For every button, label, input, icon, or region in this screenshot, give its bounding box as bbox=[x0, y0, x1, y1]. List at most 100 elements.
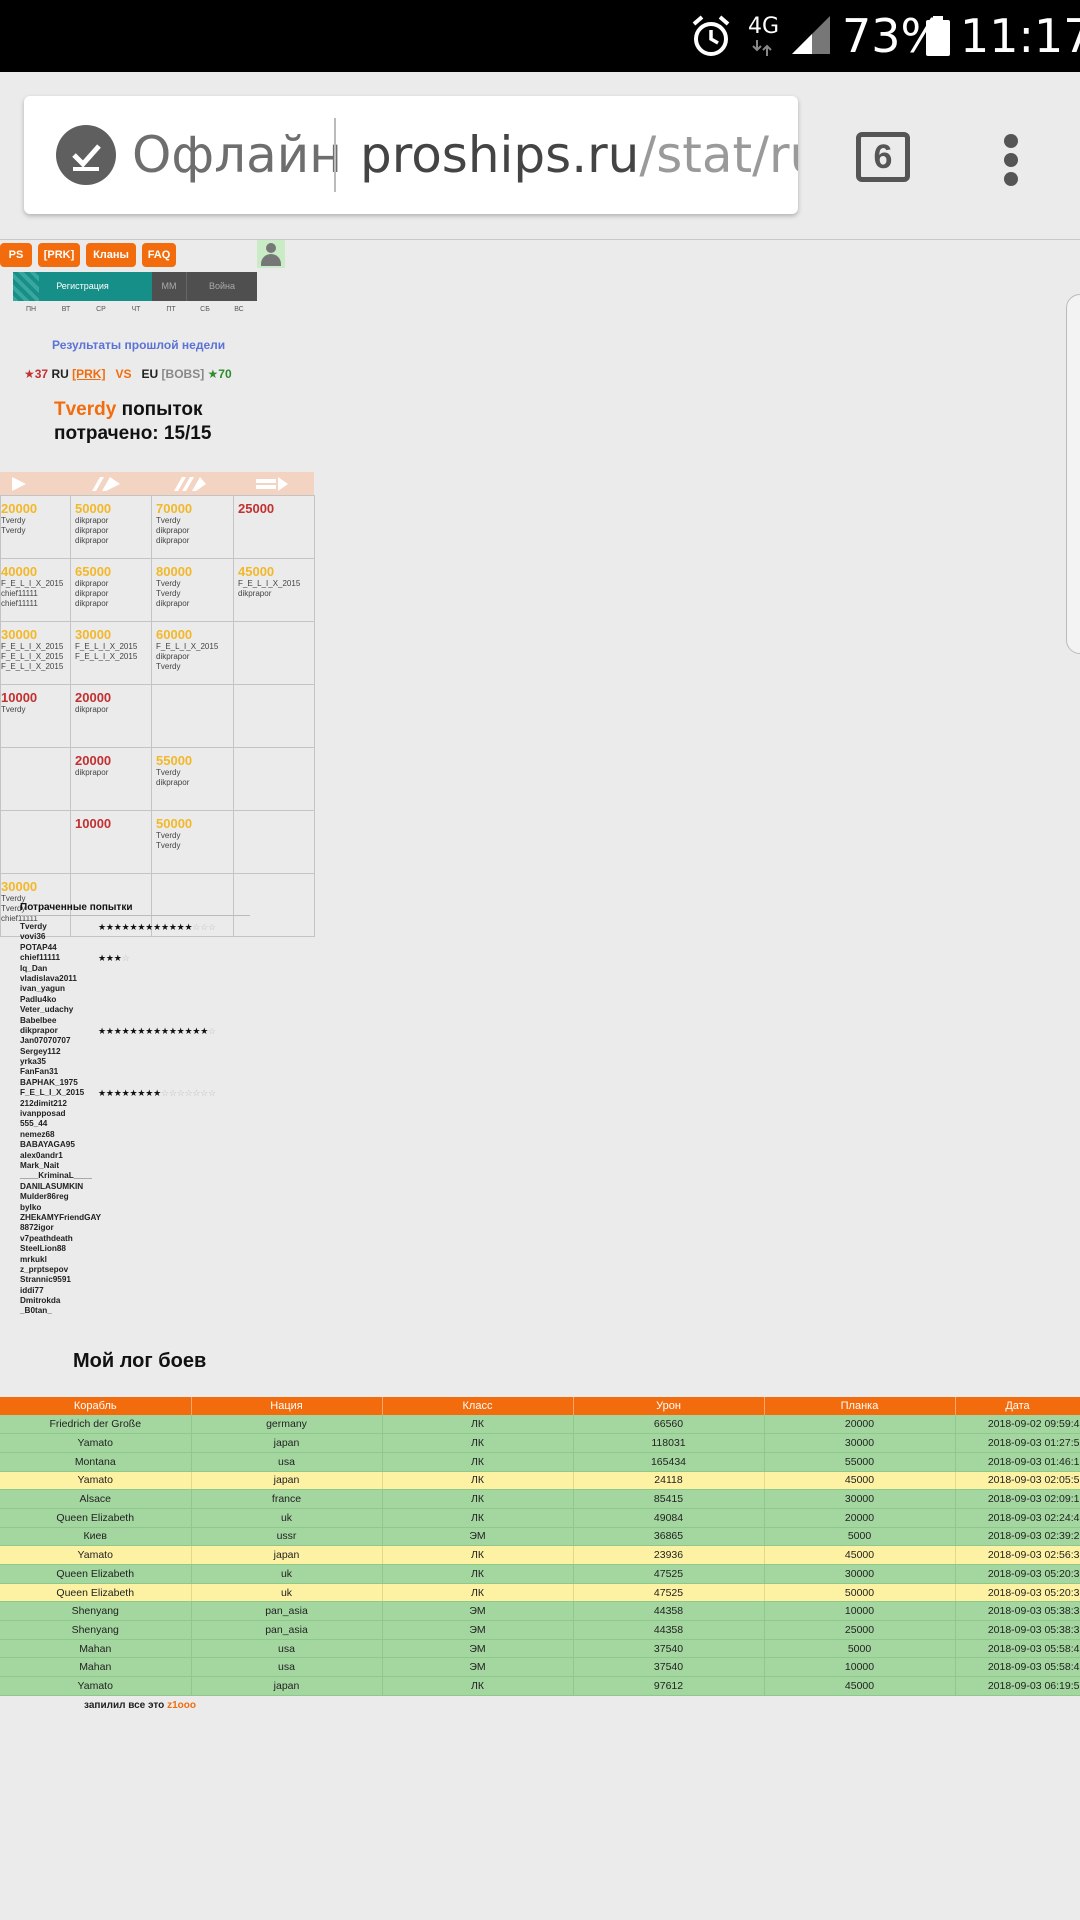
threshold-cell: 10000 bbox=[764, 1601, 956, 1622]
grid-cell bbox=[233, 873, 315, 937]
attack-grid: 20000 Tverdy Tverdy 50000 dikprapor dikprapor… bbox=[0, 495, 315, 937]
last-week-link[interactable]: Результаты прошлой недели bbox=[52, 338, 226, 352]
player-name: alex0andr1 bbox=[20, 1150, 63, 1160]
player-row: ivanpposad bbox=[20, 1109, 260, 1119]
grid-cell[interactable]: 70000 Tverdy dikprapor dikprapor bbox=[151, 495, 234, 559]
grid-cell bbox=[70, 873, 152, 937]
date-cell: 2018-09-03 05:58:4 bbox=[955, 1657, 1080, 1678]
overflow-menu-icon[interactable] bbox=[1000, 134, 1024, 186]
player-name: _B0tan_ bbox=[20, 1306, 52, 1316]
grid-cell[interactable]: 10000 bbox=[70, 810, 152, 874]
grid-cell[interactable]: 20000 dikprapor bbox=[70, 684, 152, 748]
date-cell: 2018-09-02 09:59:4 bbox=[955, 1415, 1080, 1435]
grid-cell bbox=[0, 747, 71, 811]
player-name: bylko bbox=[20, 1202, 42, 1212]
url-text[interactable]: proships.ru/stat/ru/ bbox=[360, 124, 798, 186]
network-label: 4G bbox=[748, 14, 780, 39]
nation-cell: pan_asia bbox=[191, 1620, 383, 1640]
cell-points: 65000 bbox=[75, 564, 112, 579]
player-row: Strannic9591 bbox=[20, 1275, 260, 1285]
player-row: Mulder86reg bbox=[20, 1192, 260, 1202]
damage-cell: 49084 bbox=[573, 1508, 765, 1528]
class-cell: ЭМ bbox=[382, 1620, 574, 1640]
attempts-count: потрачено: 15/15 bbox=[54, 423, 212, 444]
nav-clans-button[interactable]: Кланы bbox=[86, 243, 136, 267]
cell-player: F_E_L_I_X_2015 bbox=[1, 662, 64, 671]
player-name: vladislava2011 bbox=[20, 973, 77, 983]
grid-cell bbox=[151, 684, 234, 748]
player-row: SteelLion88 bbox=[20, 1244, 260, 1254]
attempts-label: попыток bbox=[116, 399, 203, 420]
threshold-cell: 5000 bbox=[764, 1639, 956, 1659]
attempt-stars: ★★★★★★★★★★★★★★☆ bbox=[98, 1026, 216, 1036]
signal-icon bbox=[792, 16, 830, 54]
nation-cell: japan bbox=[191, 1676, 383, 1696]
grid-row: 30000 Tverdy Tverdy chief11111 bbox=[0, 873, 315, 937]
cell-player: dikprapor bbox=[156, 526, 190, 535]
grid-cell[interactable]: 20000 dikprapor bbox=[70, 747, 152, 811]
offline-label: Офлайн bbox=[132, 126, 342, 184]
status-bar: 4G 73% 11:17 bbox=[0, 0, 1080, 72]
player-name: Iq_Dan bbox=[20, 963, 48, 973]
log-row: Mahan usa ЭМ 37540 10000 2018-09-03 05:58:4 bbox=[0, 1657, 1080, 1678]
user-avatar-icon[interactable] bbox=[257, 240, 285, 268]
damage-cell: 85415 bbox=[573, 1489, 765, 1509]
player-name: Jan07070707 bbox=[20, 1036, 71, 1046]
grid-cell bbox=[233, 684, 315, 748]
cell-points: 60000 bbox=[156, 627, 193, 642]
grid-row: 40000 F_E_L_I_X_2015 chief11111 chief11111 6… bbox=[0, 558, 315, 622]
player-row: BAPHAK_1975 bbox=[20, 1078, 260, 1088]
tab-switcher-button[interactable]: 6 bbox=[856, 132, 910, 182]
credit-line: запилил все это z1ooo bbox=[84, 1700, 196, 1711]
single-attack-icon bbox=[12, 477, 26, 491]
grid-cell[interactable]: 50000 dikprapor dikprapor dikprapor bbox=[70, 495, 152, 559]
grid-cell[interactable]: 40000 F_E_L_I_X_2015 chief11111 chief11111 bbox=[0, 558, 71, 622]
player-name: DANILASUMKIN bbox=[20, 1181, 84, 1191]
author-link[interactable]: z1ooo bbox=[167, 1700, 196, 1711]
nav-clan-button[interactable]: [PRK] bbox=[38, 243, 80, 267]
address-bar[interactable]: Офлайн proships.ru/stat/ru/ bbox=[24, 96, 798, 214]
player-row: Tverdy ★★★★★★★★★★★★☆☆☆ bbox=[20, 922, 260, 932]
grid-cell[interactable]: 65000 dikprapor dikprapor dikprapor bbox=[70, 558, 152, 622]
player-name: Veter_udachy bbox=[20, 1005, 74, 1015]
enemy-stars: ★70 bbox=[207, 367, 232, 381]
grid-row: 10000 Tverdy 20000 dikprapor bbox=[0, 684, 315, 748]
threshold-cell: 20000 bbox=[764, 1508, 956, 1528]
player-row: dikprapor ★★★★★★★★★★★★★★☆ bbox=[20, 1026, 260, 1036]
threshold-cell: 45000 bbox=[764, 1545, 956, 1565]
grid-cell[interactable]: 20000 Tverdy Tverdy bbox=[0, 495, 71, 559]
grid-cell[interactable]: 25000 bbox=[233, 495, 315, 559]
grid-cell bbox=[233, 621, 315, 685]
grid-cell[interactable]: 55000 Tverdy dikprapor bbox=[151, 747, 234, 811]
cell-player: Tverdy bbox=[156, 589, 181, 598]
player-row: Sergey112 bbox=[20, 1047, 260, 1057]
grid-cell[interactable]: 30000 F_E_L_I_X_2015 F_E_L_I_X_2015 F_E_L_I… bbox=[0, 621, 71, 685]
player-row: Iq_Dan bbox=[20, 964, 260, 974]
grid-cell[interactable]: 50000 Tverdy Tverdy bbox=[151, 810, 234, 874]
our-clan-link[interactable]: [PRK] bbox=[72, 367, 106, 381]
class-cell: ЭМ bbox=[382, 1657, 574, 1678]
player-name: SteelLion88 bbox=[20, 1244, 66, 1254]
nav-ps-button[interactable]: PS bbox=[0, 243, 32, 267]
date-cell: 2018-09-03 01:46:1 bbox=[955, 1452, 1080, 1472]
player-name: ivanpposad bbox=[20, 1109, 66, 1119]
cell-player: F_E_L_I_X_2015 bbox=[1, 652, 64, 661]
date-cell: 2018-09-03 02:09:1 bbox=[955, 1489, 1080, 1509]
grid-cell[interactable]: 45000 F_E_L_I_X_2015 dikprapor bbox=[233, 558, 315, 622]
threshold-cell: 30000 bbox=[764, 1433, 956, 1453]
grid-cell[interactable]: 10000 Tverdy bbox=[0, 684, 71, 748]
grid-cell[interactable]: 30000 Tverdy Tverdy chief11111 bbox=[0, 873, 71, 937]
nav-faq-button[interactable]: FAQ bbox=[142, 243, 176, 267]
cell-player: dikprapor bbox=[75, 516, 109, 525]
damage-cell: 44358 bbox=[573, 1601, 765, 1622]
column-header: Корабль bbox=[0, 1397, 192, 1415]
log-row: Yamato japan ЛК 118031 30000 2018-09-03 01:27… bbox=[0, 1433, 1080, 1453]
cell-points: 70000 bbox=[156, 501, 193, 516]
grid-cell[interactable]: 80000 Tverdy Tverdy dikprapor bbox=[151, 558, 234, 622]
grid-cell[interactable]: 60000 F_E_L_I_X_2015 dikprapor Tverdy bbox=[151, 621, 234, 685]
player-name: Sergey112 bbox=[20, 1046, 61, 1056]
grid-cell[interactable]: 30000 F_E_L_I_X_2015 F_E_L_I_X_2015 bbox=[70, 621, 152, 685]
player-row: ____KriminaL____ bbox=[20, 1171, 260, 1181]
player-row: 8872igor bbox=[20, 1223, 260, 1233]
column-header: Планка bbox=[764, 1397, 956, 1415]
